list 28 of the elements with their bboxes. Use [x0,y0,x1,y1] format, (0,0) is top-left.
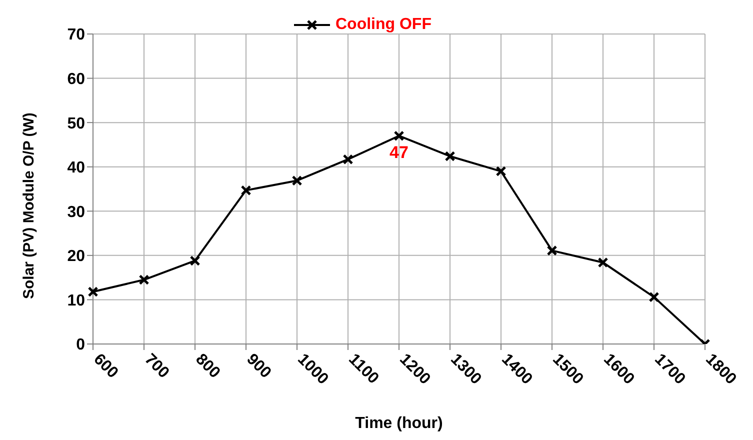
y-tick-label: 50 [67,115,86,132]
y-tick-label: 60 [67,70,86,88]
point [546,245,558,256]
point [240,185,252,196]
x-axis-title: Time (hour) [355,415,443,432]
point [88,286,98,297]
point [598,257,608,268]
x-tick-label: 900 [243,350,274,382]
point [496,166,506,177]
y-tick-label: 20 [67,248,86,266]
point [292,175,302,186]
x-tick-label: 800 [192,350,224,382]
point [138,274,150,286]
y-tick-label: 70 [67,26,86,44]
point [394,130,404,142]
point [190,255,200,266]
y-tick-label: 30 [67,204,86,221]
x-tick-label: 600 [90,350,122,382]
y-axis-title: Solar (PV) Module O/P (W) [20,112,38,299]
y-tick-label: 0 [76,336,86,354]
point [342,154,354,165]
point [444,150,456,162]
legend-label: Cooling OFF [336,16,432,34]
data-label: 47 [390,142,408,162]
y-tick-label: 10 [67,292,86,310]
y-tick-label: 40 [67,160,86,177]
x-tick-label: 700 [141,350,172,382]
point [648,292,660,302]
